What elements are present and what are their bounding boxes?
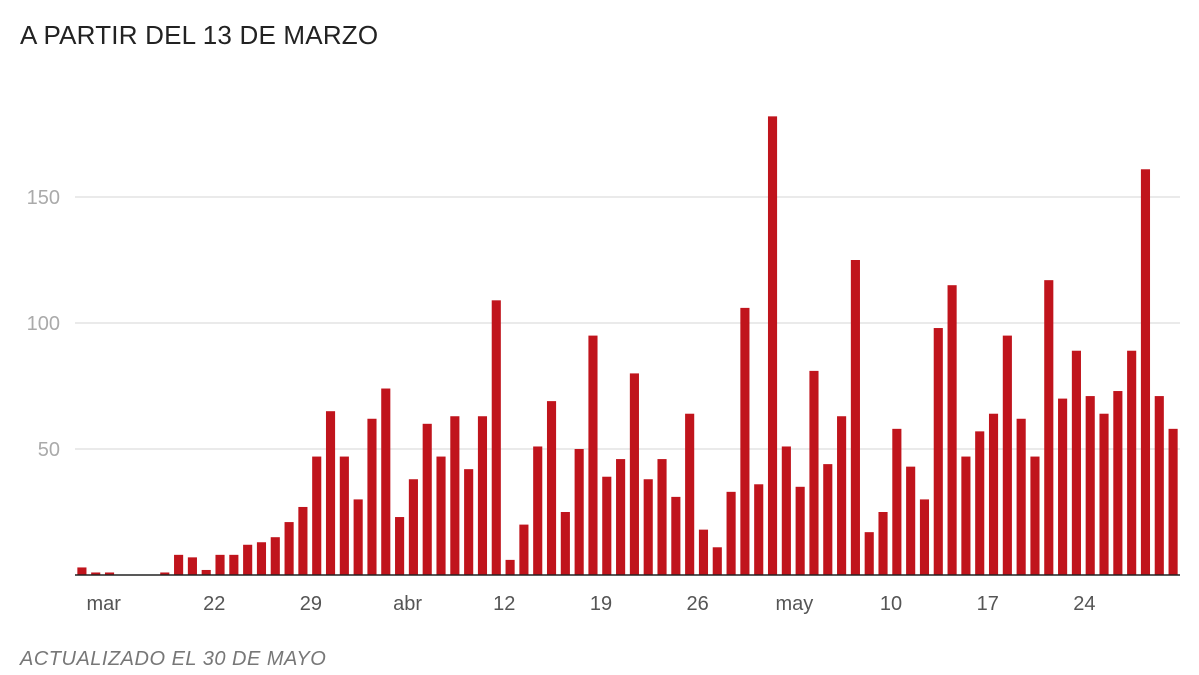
bar (325, 411, 336, 575)
bar (781, 446, 791, 575)
bar (215, 554, 225, 575)
bar (519, 524, 529, 575)
bar (975, 431, 985, 575)
x-tick-label: 26 (687, 593, 709, 615)
bar (395, 517, 405, 575)
bar (1099, 413, 1109, 575)
bars (77, 116, 1178, 576)
bar (919, 499, 930, 575)
bar (574, 449, 584, 575)
bar (491, 300, 501, 575)
x-tick-label: 12 (493, 593, 515, 615)
bar (657, 459, 667, 575)
bar (809, 370, 819, 575)
bar (477, 416, 488, 575)
x-axis-ticks: mar 22 29 abr 12 19 26 may 10 17 24 (86, 593, 1095, 615)
bar (1002, 335, 1012, 575)
bar (1030, 456, 1040, 575)
bar (270, 537, 280, 575)
bar (988, 413, 999, 575)
x-tick-label: 24 (1073, 593, 1095, 615)
bar (602, 476, 612, 575)
bar (91, 572, 101, 575)
bar (961, 456, 971, 575)
x-tick-label: 10 (880, 593, 902, 615)
bar (629, 373, 639, 575)
bar (947, 285, 957, 575)
bar (1127, 350, 1137, 575)
bar (823, 464, 833, 575)
bar (740, 307, 750, 575)
x-tick-label: 22 (203, 593, 225, 615)
bar (892, 428, 902, 575)
bar (837, 416, 847, 575)
bar (1044, 280, 1054, 575)
x-tick-label: 17 (977, 593, 999, 615)
x-tick-label: abr (393, 593, 422, 615)
bar (353, 499, 363, 575)
bar (243, 544, 253, 575)
bar (767, 116, 778, 576)
bar (187, 557, 197, 575)
bar (104, 572, 115, 575)
bar (906, 466, 916, 575)
bar (256, 542, 267, 575)
bar (77, 567, 87, 575)
y-axis-ticks: 50 100 150 (27, 187, 60, 461)
bar (933, 328, 943, 575)
bar (698, 529, 709, 575)
y-tick-label: 150 (27, 187, 60, 209)
bar (726, 491, 736, 575)
bar (464, 469, 474, 575)
bar (712, 547, 722, 575)
bar (878, 512, 888, 575)
x-tick-label: mar (86, 593, 121, 615)
bar (1154, 396, 1164, 575)
bar (229, 554, 239, 575)
bar (671, 496, 681, 575)
bar (685, 413, 695, 575)
bar (1113, 391, 1123, 575)
y-tick-label: 50 (38, 439, 60, 461)
bar (616, 459, 626, 575)
bar (1071, 350, 1081, 575)
chart-title: A PARTIR DEL 13 DE MARZO (20, 20, 379, 50)
bar (795, 486, 805, 575)
bar (160, 572, 170, 575)
bar (436, 456, 446, 575)
bar (298, 506, 308, 575)
bar (1085, 396, 1095, 575)
gridlines (75, 196, 1180, 450)
update-note: ACTUALIZADO EL 30 DE MAYO (20, 648, 327, 670)
bar (1058, 398, 1068, 575)
bar (422, 423, 432, 575)
x-tick-label: may (775, 593, 813, 615)
bar (1168, 428, 1178, 575)
bar (201, 569, 211, 575)
bar (1140, 169, 1151, 575)
bar (381, 388, 391, 575)
y-tick-label: 100 (27, 313, 60, 335)
bar (312, 456, 322, 575)
bar (1016, 418, 1026, 575)
bar (533, 446, 543, 575)
bar (367, 418, 377, 575)
bar (339, 456, 349, 575)
bar-chart: 50 100 150 mar 22 29 abr 12 19 26 may 10 17 24 (27, 116, 1180, 615)
bar (643, 479, 653, 575)
bar (850, 260, 860, 575)
bar (174, 554, 184, 575)
x-tick-label: 19 (590, 593, 612, 615)
bar (408, 479, 418, 575)
bar (505, 559, 515, 575)
bar (588, 335, 598, 575)
bar (284, 522, 294, 575)
bar (450, 416, 460, 575)
bar (546, 401, 557, 575)
bar (754, 484, 764, 575)
bar (864, 532, 874, 575)
bar (560, 512, 570, 575)
x-tick-label: 29 (300, 593, 322, 615)
